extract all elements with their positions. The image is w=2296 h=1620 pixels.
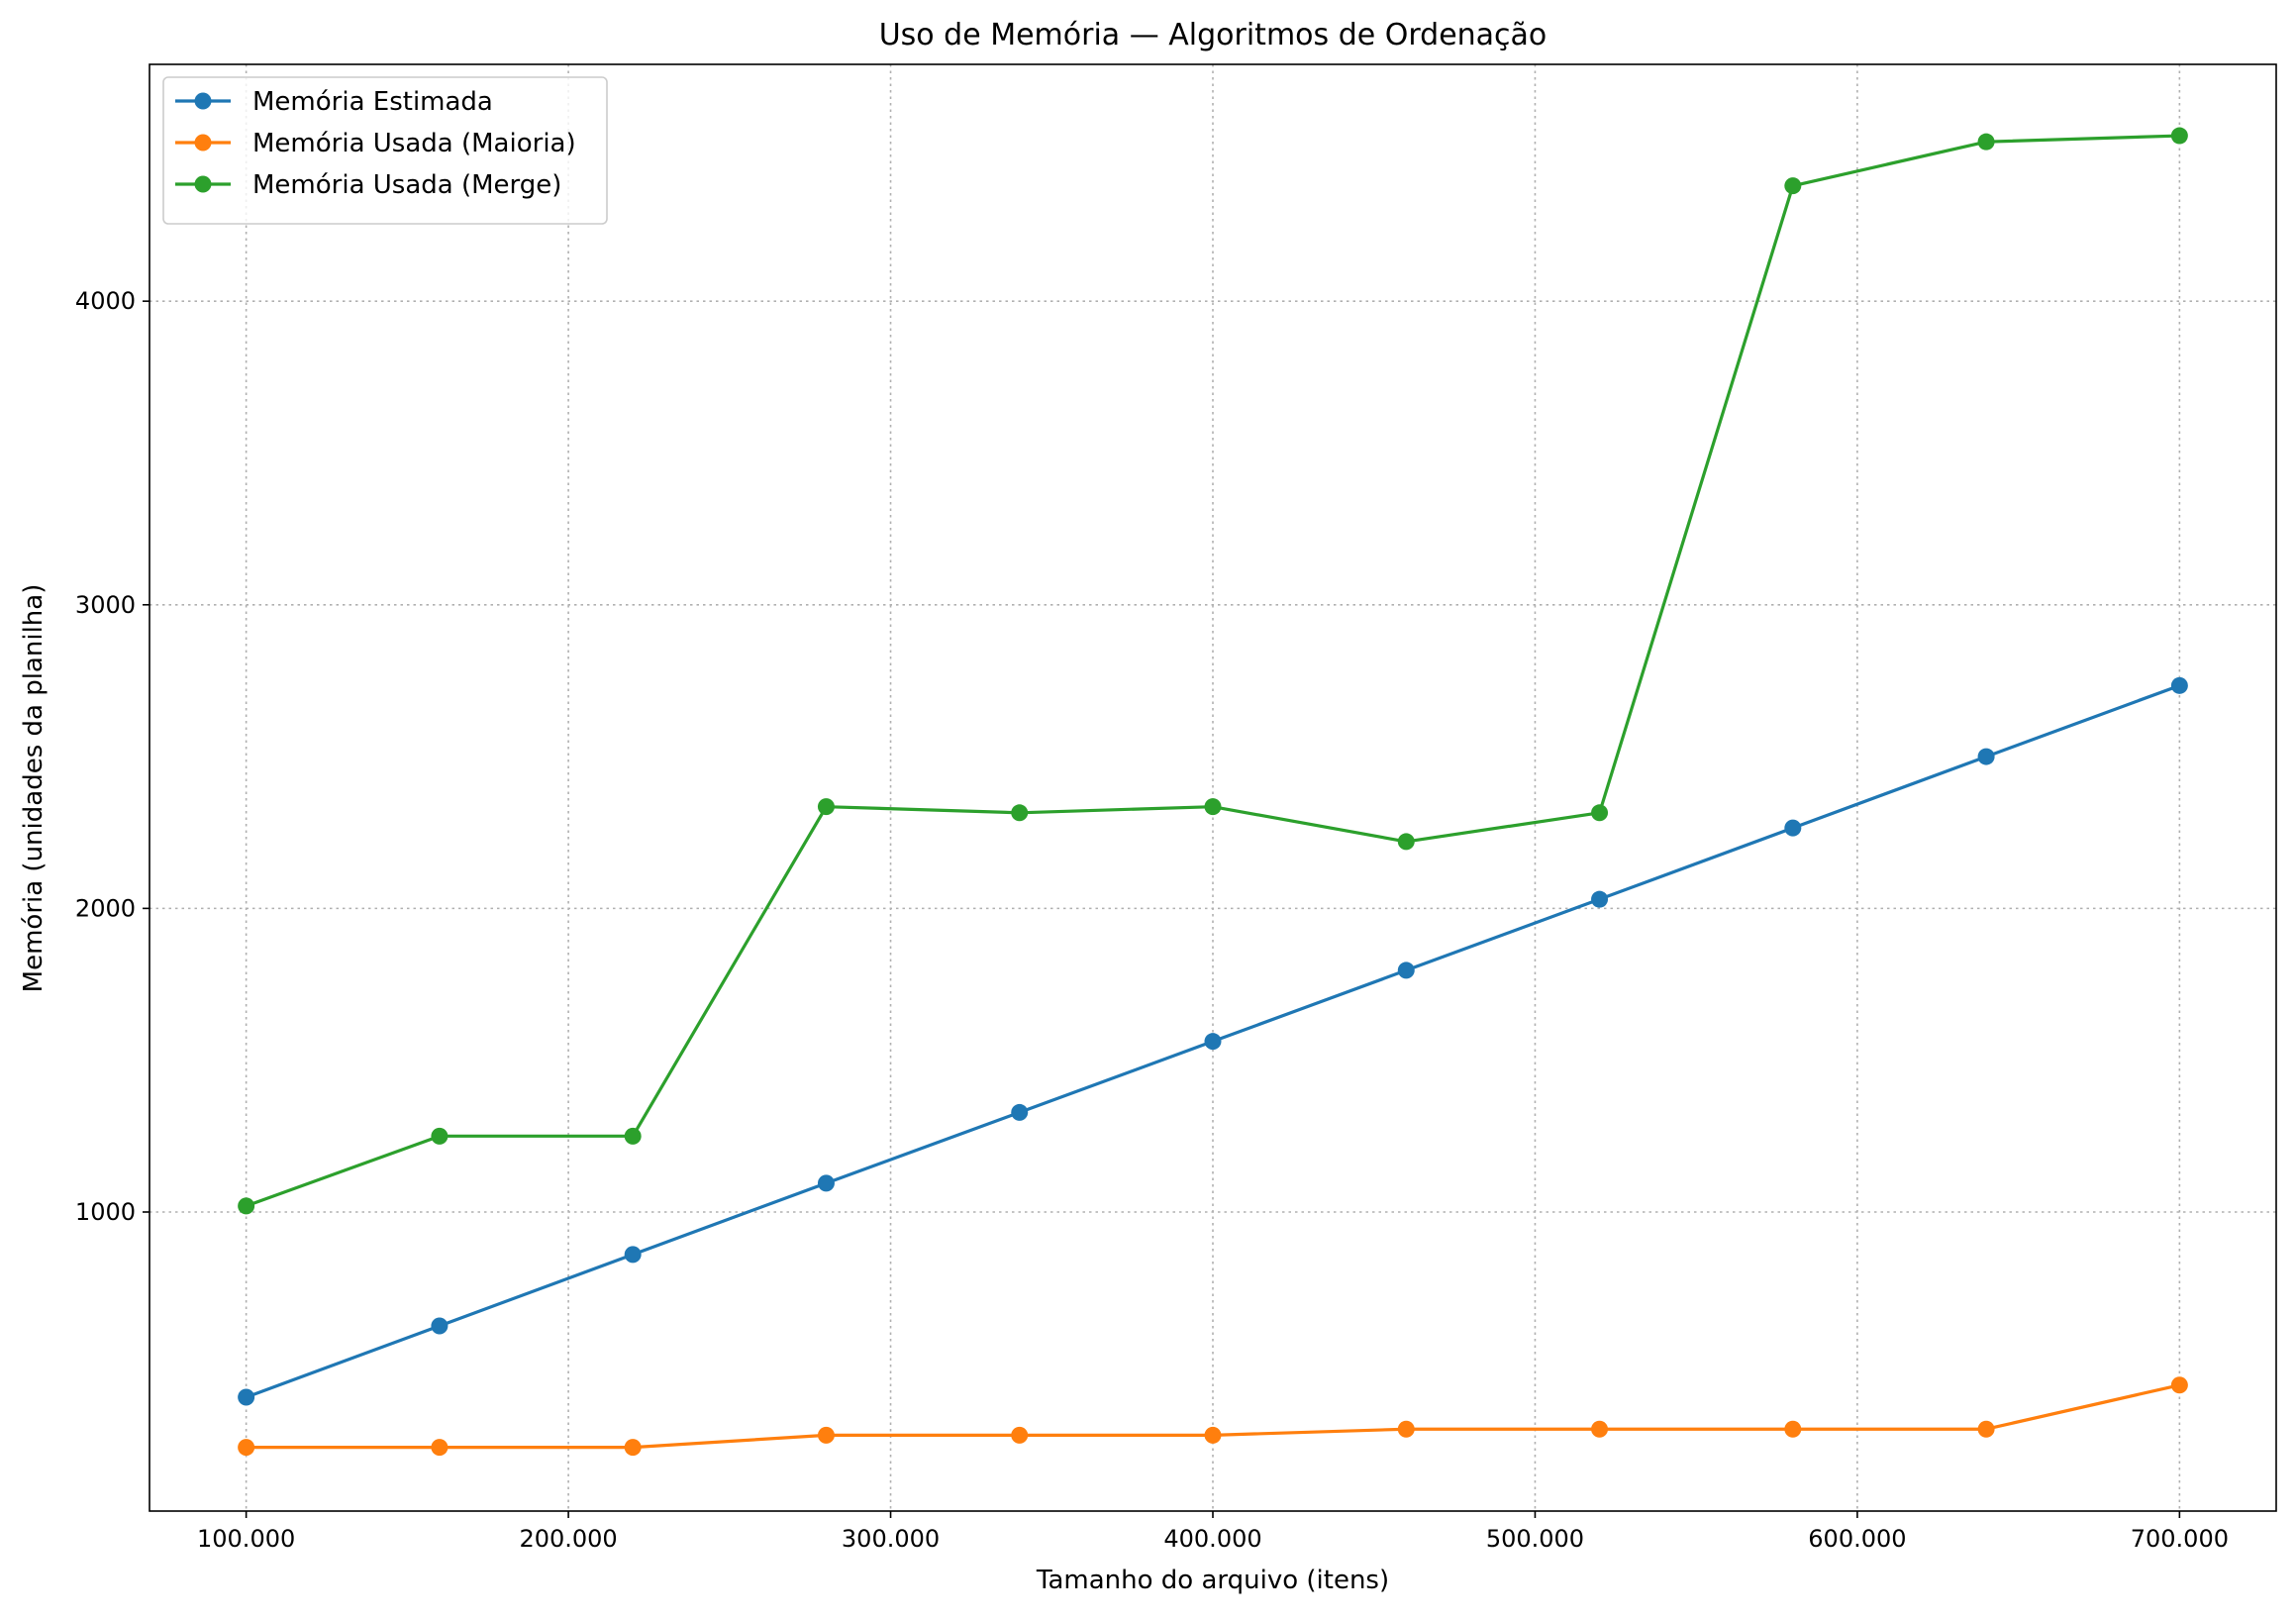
- data-point-s2-8: [1784, 177, 1802, 195]
- data-point-s1-4: [1011, 1426, 1029, 1444]
- y-tick-label-0: 1000: [75, 1198, 136, 1226]
- data-point-s1-2: [624, 1439, 642, 1457]
- legend: Memória Estimada Memória Usada (Maioria) M…: [162, 76, 608, 225]
- data-point-s1-0: [238, 1439, 255, 1457]
- data-point-s1-6: [1397, 1420, 1415, 1438]
- data-point-s2-7: [1591, 804, 1609, 822]
- legend-item-1: Memória Usada (Maioria): [175, 129, 576, 158]
- data-point-s0-10: [2170, 676, 2188, 694]
- chart-title: Uso de Memória — Algoritmos de Ordenação: [879, 18, 1547, 52]
- x-tick-label-1: 200.000: [519, 1525, 617, 1553]
- data-point-s0-1: [431, 1317, 449, 1335]
- legend-label-0: Memória Estimada: [252, 87, 493, 117]
- data-point-s2-10: [2170, 127, 2188, 145]
- y-axis-label: Memória (unidades da planilha): [19, 584, 49, 993]
- x-tick-label-4: 500.000: [1486, 1525, 1584, 1553]
- series-2: [238, 127, 2188, 1215]
- grid-lines: [150, 64, 2276, 1511]
- data-point-s2-0: [238, 1197, 255, 1215]
- data-point-s1-1: [431, 1439, 449, 1457]
- data-point-s2-5: [1204, 798, 1222, 816]
- data-point-s2-2: [624, 1127, 642, 1145]
- data-point-s2-4: [1011, 804, 1029, 822]
- x-tick-label-5: 600.000: [1808, 1525, 1906, 1553]
- data-point-s0-6: [1397, 962, 1415, 979]
- data-point-s0-5: [1204, 1033, 1222, 1051]
- legend-label-1: Memória Usada (Maioria): [252, 129, 576, 158]
- legend-item-2: Memória Usada (Merge): [175, 170, 561, 200]
- data-point-s1-8: [1784, 1420, 1802, 1438]
- data-point-s0-0: [238, 1388, 255, 1406]
- data-point-s2-6: [1397, 833, 1415, 851]
- y-tick-label-1: 2000: [75, 894, 136, 922]
- legend-marker-0: [194, 92, 212, 110]
- x-tick-label-6: 700.000: [2131, 1525, 2229, 1553]
- legend-label-2: Memória Usada (Merge): [252, 170, 561, 200]
- legend-marker-1: [194, 134, 212, 152]
- data-point-s1-9: [1977, 1420, 1995, 1438]
- x-axis-label: Tamanho do arquivo (itens): [1036, 1566, 1389, 1595]
- x-tick-label-3: 400.000: [1163, 1525, 1261, 1553]
- data-point-s2-1: [431, 1127, 449, 1145]
- y-tick-label-3: 4000: [75, 287, 136, 315]
- data-point-s0-3: [817, 1174, 835, 1192]
- series-0: [238, 676, 2188, 1406]
- x-tick-label-2: 300.000: [842, 1525, 940, 1553]
- data-point-s1-7: [1591, 1420, 1609, 1438]
- x-tick-label-0: 100.000: [197, 1525, 295, 1553]
- legend-item-0: Memória Estimada: [175, 87, 493, 117]
- data-point-s1-3: [817, 1426, 835, 1444]
- data-point-s0-8: [1784, 819, 1802, 837]
- y-tick-label-2: 3000: [75, 591, 136, 619]
- data-point-s1-10: [2170, 1376, 2188, 1394]
- data-point-s2-9: [1977, 133, 1995, 151]
- data-point-s0-4: [1011, 1103, 1029, 1121]
- series-1: [238, 1376, 2188, 1457]
- data-point-s0-2: [624, 1246, 642, 1264]
- data-point-s2-3: [817, 798, 835, 816]
- axis-ticks: 100.000 200.000 300.000 400.000 500.000 600.0…: [75, 287, 2229, 1553]
- legend-box: [162, 76, 608, 225]
- legend-marker-2: [194, 175, 212, 193]
- data-point-s0-7: [1591, 890, 1609, 908]
- series-lines: [238, 127, 2188, 1457]
- data-point-s0-9: [1977, 748, 1995, 765]
- data-point-s1-5: [1204, 1426, 1222, 1444]
